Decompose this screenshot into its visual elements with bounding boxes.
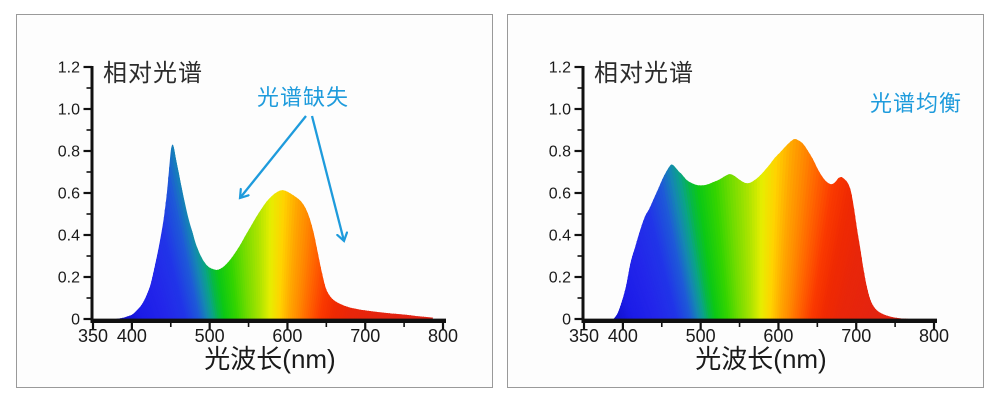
- x-tick-label: 500: [686, 326, 716, 346]
- x-axis-label: 光波长(nm): [695, 344, 826, 374]
- annotation-label: 光谱缺失: [257, 85, 349, 110]
- y-tick-label: 0.6: [58, 186, 80, 203]
- x-tick-label: 700: [350, 326, 380, 346]
- y-tick-label: 1.0: [58, 102, 80, 119]
- y-tick-label: 0.2: [549, 270, 571, 287]
- y-tick-label: 0.6: [549, 186, 571, 203]
- spectrum-chart-balanced: 0 0.2 0.4 0.6 0.8 1.0 1.2 350 400 500 600 700 800 相对光…: [549, 60, 962, 375]
- x-tick-label: 350: [78, 326, 108, 346]
- annotation-arrow: [240, 115, 307, 198]
- y-tick-label: 0: [71, 312, 80, 329]
- x-tick-label: 400: [117, 326, 147, 346]
- y-tick-label: 1.0: [549, 102, 571, 119]
- y-tick-label: 1.2: [549, 60, 571, 77]
- x-tick-label: 700: [841, 326, 871, 346]
- x-tick-label: 500: [195, 326, 225, 346]
- x-tick-label: 600: [763, 326, 793, 346]
- spectrum-chart-deficient: 0 0.2 0.4 0.6 0.8 1.0 1.2 350 400 500 600 700 800 相对光…: [58, 60, 458, 375]
- x-axis-label: 光波长(nm): [204, 344, 335, 374]
- x-tick-label: 350: [569, 326, 599, 346]
- y-tick-label: 0.4: [58, 228, 80, 245]
- y-tick-label: 0: [562, 312, 571, 329]
- chart-title: 相对光谱: [103, 60, 203, 87]
- right-spectrum-panel: 0 0.2 0.4 0.6 0.8 1.0 1.2 350 400 500 600 700 800 相对光…: [507, 14, 984, 388]
- y-tick-label: 0.2: [58, 270, 80, 287]
- x-tick-label: 600: [272, 326, 302, 346]
- y-tick-label: 0.8: [549, 144, 571, 161]
- x-tick-label: 400: [608, 326, 638, 346]
- x-tick-label: 800: [428, 326, 458, 346]
- annotation-label: 光谱均衡: [870, 91, 962, 116]
- y-tick-label: 0.4: [549, 228, 571, 245]
- left-spectrum-panel: 0 0.2 0.4 0.6 0.8 1.0 1.2 350 400 500 600 700 800 相对光…: [16, 14, 493, 388]
- chart-title: 相对光谱: [594, 60, 694, 87]
- annotation-arrow: [310, 115, 344, 241]
- y-tick-label: 1.2: [58, 60, 80, 77]
- x-tick-label: 800: [919, 326, 949, 346]
- y-tick-label: 0.8: [58, 144, 80, 161]
